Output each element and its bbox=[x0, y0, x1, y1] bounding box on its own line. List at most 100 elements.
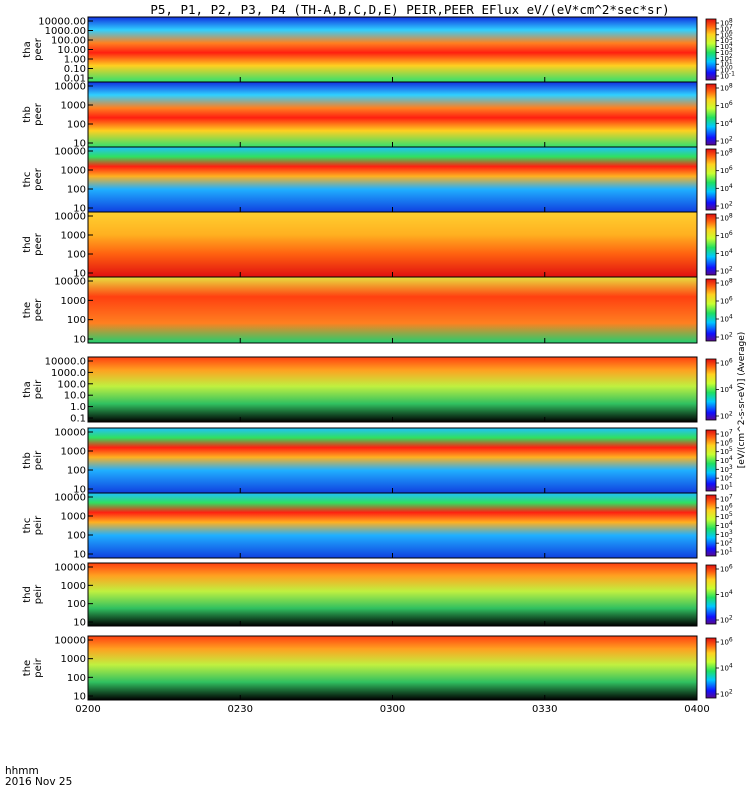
colorbar-tick-label: 104 bbox=[720, 41, 733, 51]
y-tick-label: 10000.00 bbox=[38, 17, 86, 28]
panel-label: thbpeer bbox=[22, 102, 44, 126]
probe-name: thb bbox=[22, 106, 33, 123]
y-tick-label: 10000 bbox=[54, 636, 86, 647]
panel-thd-peer: 10000 1000 100 10 thdpeer 108 106 104 102 bbox=[22, 211, 733, 280]
x-axis-start-label: hhmm bbox=[5, 765, 39, 777]
y-tick-label: 0.01 bbox=[64, 74, 86, 85]
colorbar-tick-label: 104 bbox=[720, 183, 733, 193]
colorbar-tick-label: 107 bbox=[720, 23, 733, 33]
colorbar-tick-label: 102 bbox=[720, 53, 733, 63]
colorbar-tick-label: 106 bbox=[720, 637, 733, 647]
y-tick-label: 100 bbox=[67, 466, 86, 477]
y-tick-label: 1000 bbox=[61, 166, 86, 177]
colorbar-tick-label: 108 bbox=[720, 18, 733, 28]
y-tick-label: 0.10 bbox=[64, 64, 86, 75]
colorbar-tick-label: 102 bbox=[720, 538, 733, 548]
y-tick-label: 10000.0 bbox=[45, 357, 86, 368]
colorbar-tick-label: 102 bbox=[720, 266, 733, 276]
probe-name: tha bbox=[22, 381, 33, 397]
colorbar-tick-label: 104 bbox=[720, 384, 733, 394]
y-tick-label: 10 bbox=[73, 485, 86, 496]
panel-the-peir: 10000 1000 100 10 thepeir 106 104 102 bbox=[22, 635, 733, 703]
species-name: peer bbox=[33, 298, 44, 322]
colorbar-tick-label: 104 bbox=[720, 248, 733, 258]
colorbar-tick-label: 104 bbox=[720, 589, 733, 599]
colorbar bbox=[705, 18, 717, 81]
colorbar-unit-label: [eV/(cm^2-s-sr-eV)] (Average) bbox=[737, 332, 747, 469]
colorbar-tick-label: 104 bbox=[720, 455, 733, 465]
y-tick-label: 10000 bbox=[54, 147, 86, 158]
colorbar-tick-label: 106 bbox=[720, 296, 733, 306]
probe-name: thc bbox=[22, 518, 33, 534]
colorbar bbox=[705, 213, 717, 276]
y-tick-label: 10.0 bbox=[64, 391, 86, 402]
species-name: peir bbox=[33, 657, 44, 677]
panel-label: thepeir bbox=[22, 657, 44, 677]
colorbar-tick-label: 105 bbox=[720, 511, 733, 521]
colorbar-tick-label: 106 bbox=[720, 437, 733, 447]
species-name: peir bbox=[33, 584, 44, 604]
species-name: peer bbox=[33, 102, 44, 126]
y-tick-label: 100.00 bbox=[51, 36, 86, 47]
colorbar-tick-label: 106 bbox=[720, 165, 733, 175]
colorbar-tick-label: 107 bbox=[720, 494, 733, 504]
y-tick-label: 1.0 bbox=[70, 402, 86, 413]
colorbar-tick-label: 101 bbox=[720, 59, 733, 69]
spectrogram-area bbox=[88, 147, 697, 212]
probe-name: thd bbox=[22, 586, 33, 603]
y-tick-label: 1000 bbox=[61, 447, 86, 458]
y-tick-label: 100 bbox=[67, 599, 86, 610]
y-tick-label: 10 bbox=[73, 618, 86, 629]
panel-label: thapeer bbox=[22, 37, 44, 61]
panel-thb-peir: 10000 1000 100 10 thbpeir 1071061051041031021… bbox=[22, 427, 733, 496]
colorbar-tick-label: 107 bbox=[720, 429, 733, 439]
colorbar-tick-label: 100 bbox=[720, 65, 733, 75]
species-name: peer bbox=[33, 37, 44, 61]
panel-thb-peer: 10000 1000 100 10 thbpeer 108 106 104 102 bbox=[22, 81, 733, 150]
y-tick-label: 10000 bbox=[54, 82, 86, 93]
y-tick-label: 1000 bbox=[61, 581, 86, 592]
colorbar-tick-label: 102 bbox=[720, 615, 733, 625]
x-axis-date-label: 2016 Nov 25 bbox=[5, 776, 73, 788]
panel-label: thcpeir bbox=[22, 515, 44, 535]
colorbar-tick-label: 106 bbox=[720, 230, 733, 240]
colorbar bbox=[705, 358, 717, 421]
species-name: peir bbox=[33, 379, 44, 399]
colorbar bbox=[705, 83, 717, 146]
spectrogram-area bbox=[88, 82, 697, 147]
colorbar-tick-label: 105 bbox=[720, 35, 733, 45]
colorbar-tick-label: 106 bbox=[720, 564, 733, 574]
colorbar-tick-label: 103 bbox=[720, 47, 733, 57]
probe-name: thd bbox=[22, 236, 33, 253]
y-tick-label: 10000 bbox=[54, 493, 86, 504]
y-tick-label: 1000 bbox=[61, 101, 86, 112]
colorbar-tick-label: 104 bbox=[720, 663, 733, 673]
colorbar-tick-label: 101 bbox=[720, 482, 733, 492]
probe-name: tha bbox=[22, 41, 33, 57]
probe-name: the bbox=[22, 660, 33, 676]
y-tick-label: 10 bbox=[73, 269, 86, 280]
y-tick-label: 10000 bbox=[54, 212, 86, 223]
y-tick-label: 10 bbox=[73, 139, 86, 150]
spectrogram-area bbox=[88, 212, 697, 277]
y-tick-label: 100 bbox=[67, 250, 86, 261]
probe-name: thc bbox=[22, 172, 33, 188]
y-tick-label: 0.1 bbox=[70, 414, 86, 425]
colorbar-tick-label: 102 bbox=[720, 473, 733, 483]
x-tick-label: 0230 bbox=[228, 704, 253, 715]
colorbar-tick-label: 102 bbox=[720, 136, 733, 146]
colorbar-tick-label: 104 bbox=[720, 520, 733, 530]
colorbar-tick-label: 10-1 bbox=[720, 71, 735, 81]
spectrogram-area bbox=[88, 563, 697, 626]
species-name: peer bbox=[33, 167, 44, 191]
colorbar bbox=[705, 148, 717, 211]
spectrogram-area bbox=[88, 17, 697, 82]
colorbar-tick-label: 102 bbox=[720, 411, 733, 421]
y-tick-label: 1000.0 bbox=[51, 368, 86, 379]
chart-title: P5, P1, P2, P3, P4 (TH-A,B,C,D,E) PEIR,P… bbox=[150, 2, 670, 17]
y-tick-label: 10 bbox=[73, 204, 86, 215]
colorbar-tick-label: 106 bbox=[720, 358, 733, 368]
colorbar-tick-label: 105 bbox=[720, 446, 733, 456]
